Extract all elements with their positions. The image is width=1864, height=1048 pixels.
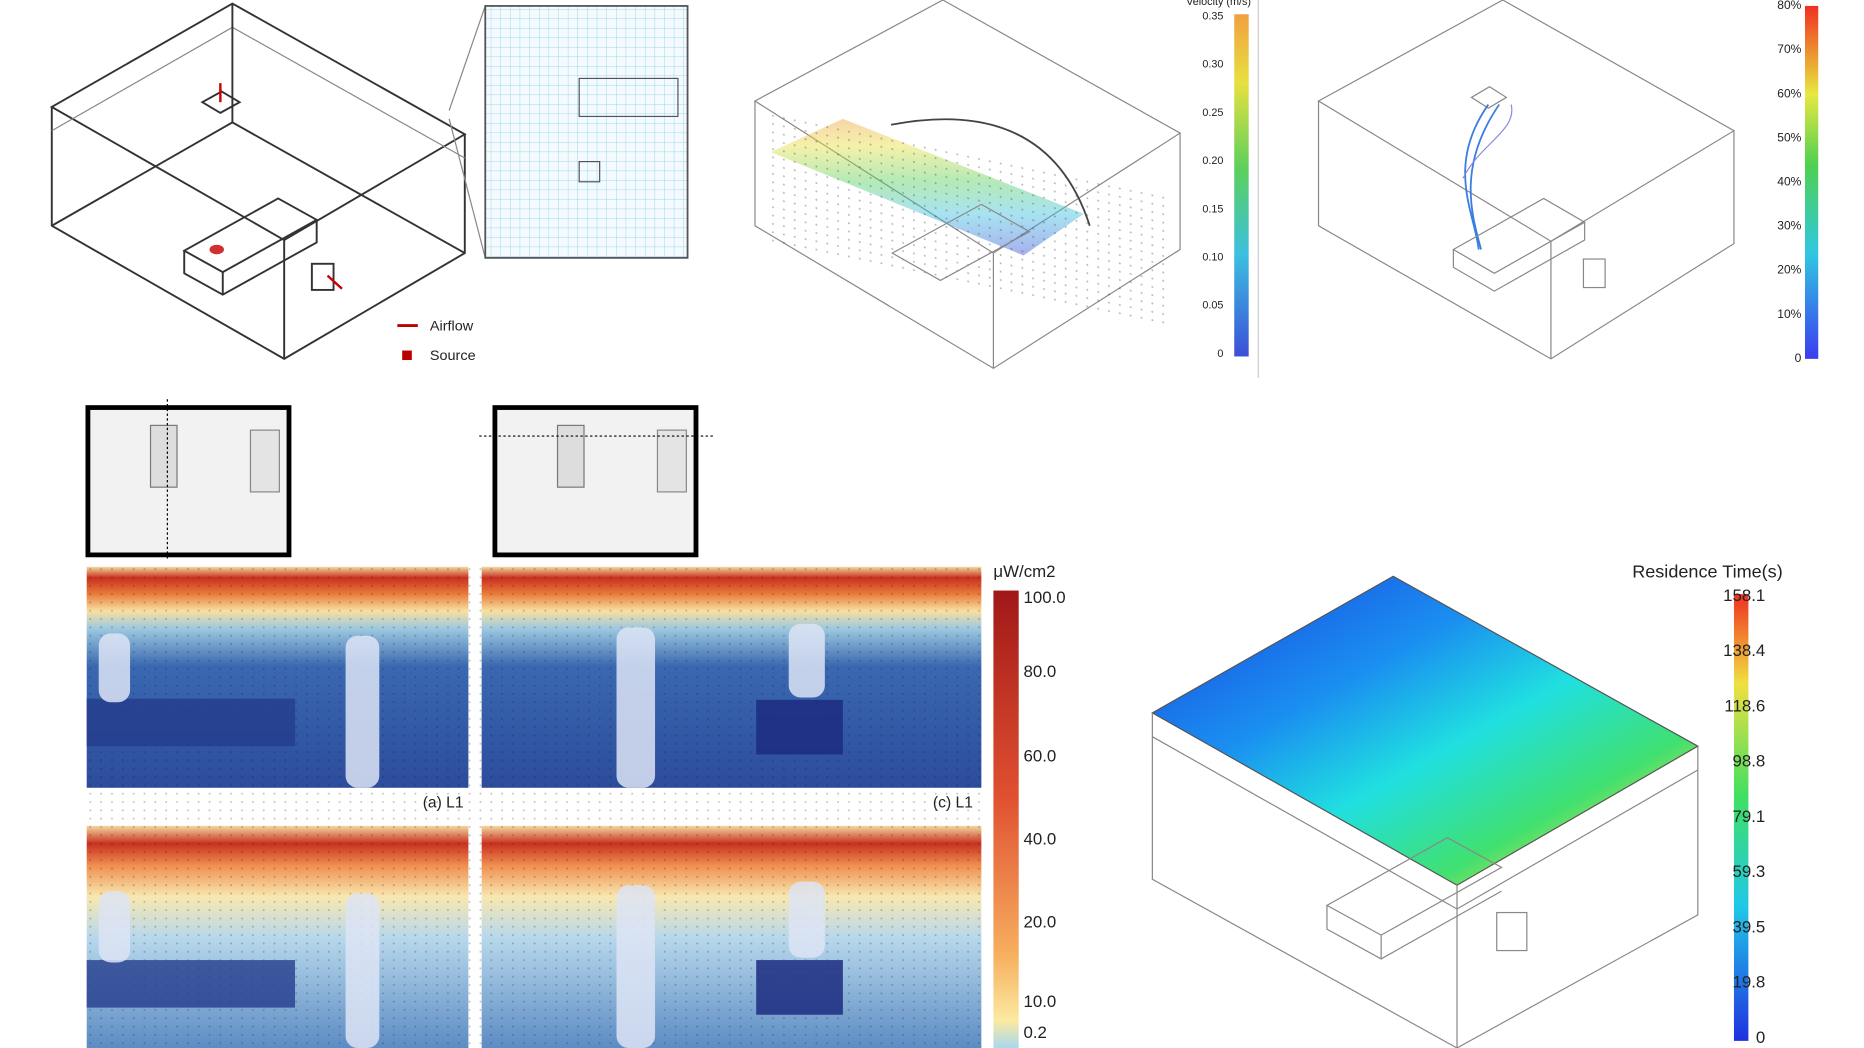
tick-label: 80.0 [1024, 662, 1057, 681]
tick-label: 30% [1777, 219, 1801, 233]
tick-label: 0.30 [1202, 59, 1223, 71]
tick-label: 98.8 [1732, 752, 1765, 771]
tick-label: 20.0 [1024, 913, 1057, 932]
tick-label: 40.0 [1024, 830, 1057, 849]
velocity-diagram [753, 0, 1249, 370]
caption: (a) L1 [423, 794, 464, 811]
colorbar-title: Velocity (m/s) [1186, 0, 1251, 8]
tick-label: 138.4 [1723, 641, 1765, 660]
tick-label: 0.25 [1202, 107, 1223, 119]
residence-diagram: Residence Time(s) [1151, 562, 1783, 1048]
caption: (c) L1 [933, 794, 973, 811]
uv-figure: (a) L1 (c) L1 μW/cm2 [85, 399, 1056, 1048]
tick-label: 0 [1756, 1028, 1765, 1047]
tick-label: 10% [1777, 307, 1801, 321]
colorbar-ticks: Velocity (m/s)0.350.300.250.200.150.100.… [1024, 0, 1802, 1047]
tick-label: 0.35 [1202, 11, 1223, 23]
tick-label: 0.2 [1024, 1023, 1047, 1042]
tick-label: 59.3 [1732, 862, 1765, 881]
tick-label: 10.0 [1024, 992, 1057, 1011]
tick-label: 0 [1217, 348, 1223, 360]
legend-label: Source [430, 348, 476, 364]
room-diagram: Airflow Source [49, 2, 689, 364]
tick-label: 0.20 [1202, 155, 1223, 167]
tick-label: 0.05 [1202, 300, 1223, 312]
tick-label: 0 [1795, 351, 1802, 365]
tick-label: 79.1 [1732, 807, 1765, 826]
tick-label: 39.5 [1732, 917, 1765, 936]
tick-label: 50% [1777, 130, 1801, 144]
tick-label: 0.10 [1202, 252, 1223, 264]
tick-label: 40% [1777, 175, 1801, 189]
tick-label: 19.8 [1732, 973, 1765, 992]
tick-label: 20% [1777, 263, 1801, 277]
colorbar-title: Residence Time(s) [1632, 562, 1783, 582]
legend-label: Airflow [430, 319, 474, 335]
tick-label: 118.6 [1724, 696, 1765, 715]
tick-label: 70% [1777, 42, 1801, 56]
tick-label: 100.0 [1024, 588, 1066, 607]
tick-label: 80% [1777, 0, 1801, 12]
fraction-diagram [1257, 0, 1819, 378]
tick-label: 0.15 [1202, 203, 1223, 215]
tick-label: 158.1 [1723, 586, 1765, 605]
tick-label: 60.0 [1024, 746, 1057, 765]
tick-label: 60% [1777, 86, 1801, 100]
colorbar-title: μW/cm2 [993, 562, 1055, 581]
mesh-grid [484, 5, 689, 259]
